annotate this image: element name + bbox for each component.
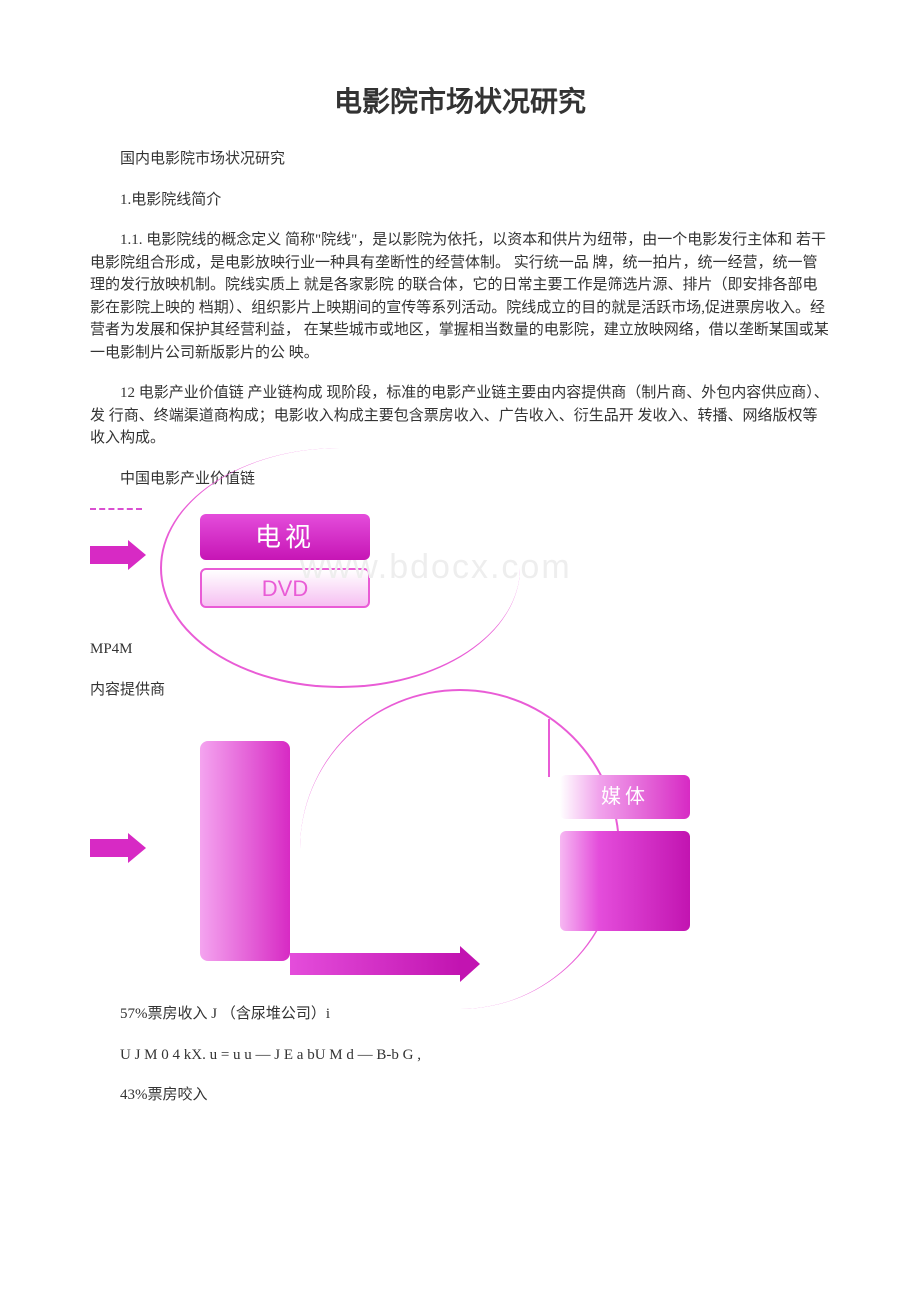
diagram-1: 电视 DVD www.bdocx.com: [90, 508, 520, 628]
paragraph-1-1: 1.1. 电影院线的概念定义 简称"院线"，是以影院为依托，以资本和供片为纽带，…: [90, 229, 830, 364]
pink-box: [560, 831, 690, 931]
paragraph-intro: 国内电影院市场状况研究: [90, 148, 830, 171]
paragraph-43pct: 43%票房咬入: [90, 1084, 830, 1107]
vertical-line: [548, 719, 550, 777]
arrow-right-icon: [90, 546, 128, 564]
bottom-arrow-icon: [290, 953, 460, 975]
watermark-text: www.bdocx.com: [300, 548, 572, 587]
heading-1: 1.电影院线简介: [90, 189, 830, 212]
page-title: 电影院市场状况研究: [90, 80, 830, 120]
paragraph-ujm: U J M 0 4 kX. u = u u — J E a bU M d — B…: [90, 1044, 830, 1067]
diagram-2: 媒体: [90, 719, 690, 989]
arrow-right-icon: [90, 839, 128, 857]
media-box: 媒体: [560, 775, 690, 819]
dashed-line: [90, 508, 142, 510]
paragraph-1-2: 12 电影产业价值链 产业链构成 现阶段，标准的电影产业链主要由内容提供商（制片…: [90, 382, 830, 450]
tall-box: [200, 741, 290, 961]
